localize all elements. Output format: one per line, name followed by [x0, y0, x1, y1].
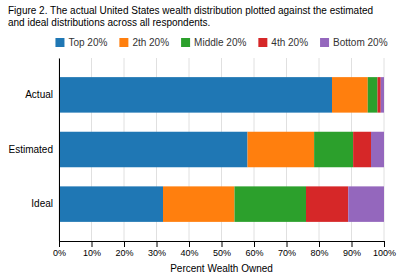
bar [378, 77, 381, 113]
legend-swatch [55, 38, 64, 47]
legend: Top 20% 2th 20% Middle 20% 4th 20% Bottom 20… [55, 37, 387, 48]
legend-swatch [320, 38, 329, 47]
tick-label: 60% [245, 248, 263, 258]
series [163, 77, 368, 222]
bar [332, 77, 368, 113]
x-tick: 20% [115, 241, 133, 258]
tick-mark [222, 241, 223, 247]
tick-label: 30% [148, 248, 166, 258]
tick-mark [92, 241, 93, 247]
y-tick: Estimated [9, 144, 53, 155]
x-tick: 90% [343, 241, 361, 258]
legend-label: 2th 20% [132, 37, 169, 48]
legend-item: Top 20% [55, 37, 107, 48]
tick-label: 90% [343, 248, 361, 258]
x-axis-title: Percent Wealth Owned [170, 263, 273, 274]
tick-mark [352, 241, 353, 247]
legend-label: Bottom 20% [333, 37, 388, 48]
legend-swatch [258, 38, 267, 47]
tick-label: 100% [373, 248, 396, 258]
series [348, 77, 384, 222]
grid [59, 58, 384, 241]
x-tick: 50% [213, 241, 231, 258]
bar [235, 186, 307, 222]
x-tick: 100% [373, 241, 396, 258]
bar [371, 132, 384, 168]
bar [353, 132, 371, 168]
tick-label: 70% [278, 248, 296, 258]
axis-domain [60, 242, 385, 248]
legend-item: Bottom 20% [320, 37, 388, 48]
tick-mark [157, 241, 158, 247]
bar [314, 132, 353, 168]
y-tick: Ideal [31, 198, 53, 209]
legend-item: 2th 20% [119, 37, 169, 48]
tick-label: 10% [83, 248, 101, 258]
plot-area: 0% 10% 20% 30% 40% 50% 60% 70% 80% 90% 100% Actual E… [9, 58, 396, 258]
x-tick: 80% [310, 241, 328, 258]
tick-label: Actual [25, 89, 53, 100]
tick-label: 20% [115, 248, 133, 258]
tick-label: Ideal [31, 198, 53, 209]
legend-swatch [119, 38, 128, 47]
legend-item: Middle 20% [181, 37, 246, 48]
bar [368, 77, 378, 113]
axis-domain [59, 59, 60, 242]
bar [306, 186, 348, 222]
legend-label: 4th 20% [271, 37, 308, 48]
legend-item: 4th 20% [258, 37, 308, 48]
bar [248, 132, 315, 168]
tick-mark [59, 241, 60, 247]
x-tick: 60% [245, 241, 263, 258]
grid-line [59, 58, 60, 241]
tick-mark [124, 241, 125, 247]
tick-mark [287, 241, 288, 247]
series [59, 77, 332, 222]
x-tick: 0% [53, 241, 66, 258]
bar [59, 186, 163, 222]
tick-label: 50% [213, 248, 231, 258]
legend-label: Middle 20% [194, 37, 246, 48]
tick-mark [254, 241, 255, 247]
tick-label: 0% [53, 248, 66, 258]
title: Figure 2. The actual United States wealt… [8, 5, 376, 28]
y-axis: Actual Estimated Ideal [9, 59, 60, 242]
x-axis: 0% 10% 20% 30% 40% 50% 60% 70% 80% 90% 100% [53, 241, 396, 258]
x-tick: 70% [278, 241, 296, 258]
bars [59, 77, 384, 222]
tick-mark [319, 241, 320, 247]
bar [59, 77, 332, 113]
x-tick: 30% [148, 241, 166, 258]
legend-label: Top 20% [68, 37, 107, 48]
tick-label: 80% [310, 248, 328, 258]
bar [381, 77, 384, 113]
bar [163, 186, 235, 222]
y-tick: Actual [25, 89, 53, 100]
x-tick: 40% [180, 241, 198, 258]
x-tick: 10% [83, 241, 101, 258]
tick-label: 40% [180, 248, 198, 258]
chart: Figure 2. The actual United States wealt… [0, 0, 400, 279]
bar [59, 132, 248, 168]
tick-mark [384, 241, 385, 247]
tick-mark [189, 241, 190, 247]
tick-label: Estimated [9, 144, 53, 155]
legend-swatch [181, 38, 190, 47]
bar [348, 186, 384, 222]
